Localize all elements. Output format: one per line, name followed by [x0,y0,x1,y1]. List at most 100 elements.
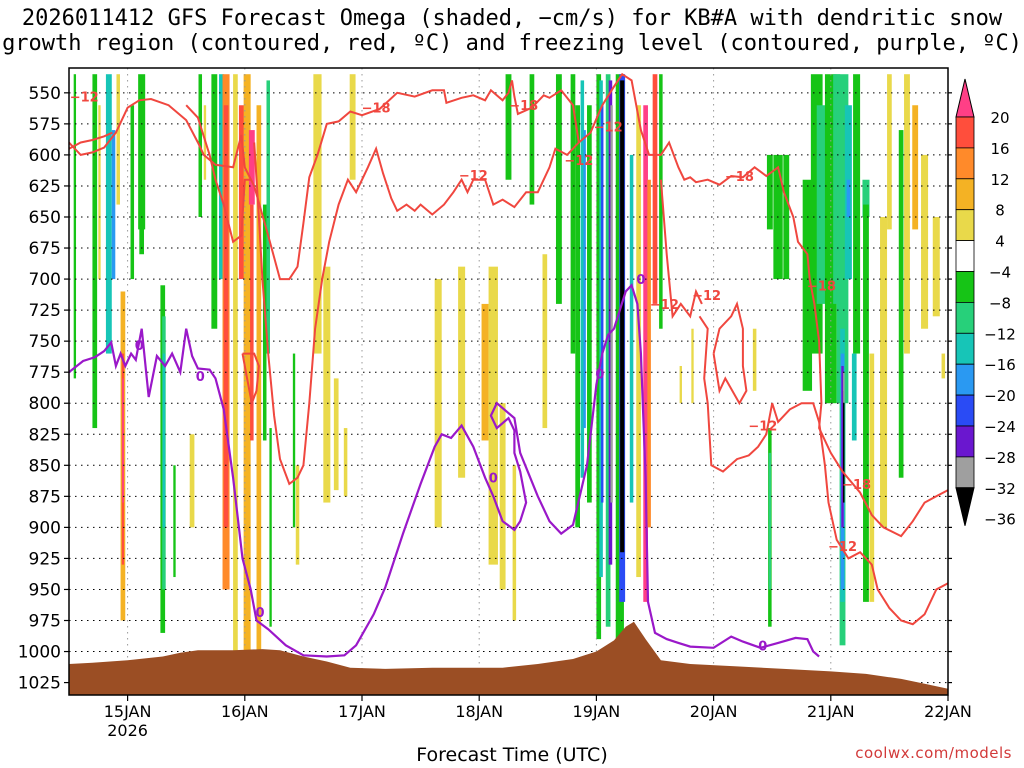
omega-band [783,154,790,280]
colorbar-label: −20 [984,387,1016,405]
omega-band [173,465,176,578]
colorbar-label: 8 [995,202,1005,220]
omega-band [904,74,910,354]
omega-band [620,80,625,553]
omega-band [941,353,946,379]
dendritic-contour-label: −12 [748,420,777,435]
y-tick-label: 650 [29,208,61,228]
y-tick-label: 675 [29,239,61,259]
svg-text:−12: −12 [828,540,857,555]
y-tick-label: 875 [29,487,61,507]
svg-text:−12: −12 [748,420,777,435]
dendritic-contour-label: −12 [70,91,99,106]
freezing-level-label: 0 [196,370,205,385]
dendritic-contour-label: −12 [594,120,623,135]
omega-band [313,74,322,354]
x-tick-sublabel: 2026 [107,721,148,740]
omega-band [843,372,845,404]
omega-band [333,378,339,491]
svg-text:0: 0 [256,606,265,621]
y-tick-label: 1025 [18,674,61,694]
terrain [69,621,948,695]
title-line-2: growth region (contoured, red, ºC) and f… [2,31,1022,56]
omega-band [73,74,77,379]
terrain-fill [69,621,948,695]
dendritic-contour-label: −18 [509,99,538,114]
omega-band [647,179,651,528]
svg-text:−18: −18 [842,478,871,493]
svg-text:0: 0 [595,367,604,382]
omega-band [575,105,580,528]
y-tick-label: 550 [29,84,61,104]
y-tick-label: 725 [29,301,61,321]
omega-band [189,434,195,528]
colorbar-swatch [955,240,975,272]
x-tick-label: 21JAN [807,702,855,721]
colorbar-label: 16 [990,140,1009,158]
colorbar-label: −16 [984,356,1016,374]
omega-band [162,353,166,528]
omega-band [880,216,888,528]
x-tick-label: 16JAN [221,702,269,721]
colorbar-arrow-top [955,78,975,118]
dendritic-contour-line [185,104,251,244]
colorbar-swatch [955,301,975,334]
omega-band [912,105,919,230]
omega-band [481,303,489,441]
y-tick-label: 925 [29,549,61,569]
colorbar-swatch [955,209,975,241]
omega-band [116,74,120,205]
omega-band [512,465,517,621]
dendritic-contour-label: −12 [692,289,721,304]
omega-band [130,105,135,280]
omega-band [629,154,634,503]
omega-band [691,328,694,404]
dendritic-contour-label: −18 [725,170,754,185]
colorbar-label: −8 [989,294,1011,312]
omega-band [605,74,611,627]
omega-band [529,74,535,205]
svg-text:−18: −18 [362,102,391,117]
omega-band [583,130,586,429]
omega-band [921,154,929,329]
freezing-level-label: 0 [595,367,604,382]
contours: −12 −18 −18 −12 −12 −12 −18 −12 −12 −18 −12 −18 −12 0… [69,72,948,658]
colorbar-label: −32 [984,480,1016,498]
colorbar-label: −4 [989,264,1011,282]
y-tick-label: 625 [29,177,61,197]
svg-text:0: 0 [135,339,144,354]
y-tick-label: 750 [29,332,61,352]
colorbar-swatch [955,363,975,396]
freezing-level-label: 0 [489,472,498,487]
omega-band [243,74,251,652]
omega-band [138,74,146,230]
colorbar-label: 12 [990,171,1009,189]
svg-text:−18: −18 [807,279,836,294]
x-tick-label: 20JAN [690,702,738,721]
colorbar-arrow-bottom [955,487,975,526]
svg-text:0: 0 [196,370,205,385]
y-tick-label: 700 [29,270,61,290]
omega-band [768,452,772,590]
omega-band [256,105,262,652]
colorbar-label: −24 [984,418,1016,436]
dendritic-contour-line [69,131,113,150]
colorbar-swatch [955,116,975,149]
omega-band [643,105,648,602]
omega-band [752,328,757,391]
colorbar-swatch [955,178,975,211]
dendritic-contour-line [253,141,580,486]
y-tick-label: 900 [29,518,61,538]
plot-frame [68,67,949,696]
omega-band [570,74,576,354]
omega-band [323,266,331,503]
chart-title: 2026011412 GFS Forecast Omega (shaded, −… [0,6,1024,56]
omega-band [219,74,224,280]
colorbar-swatch [955,456,975,489]
dendritic-contour-label: −18 [807,279,836,294]
colorbar: 20 16 12 8 4 −4 −8 −12 −16 −20 −24 −28 −32 −36 [955,78,1016,529]
freezing-level-line [69,283,820,658]
svg-text:−12: −12 [564,154,593,169]
omega-band [580,80,585,478]
